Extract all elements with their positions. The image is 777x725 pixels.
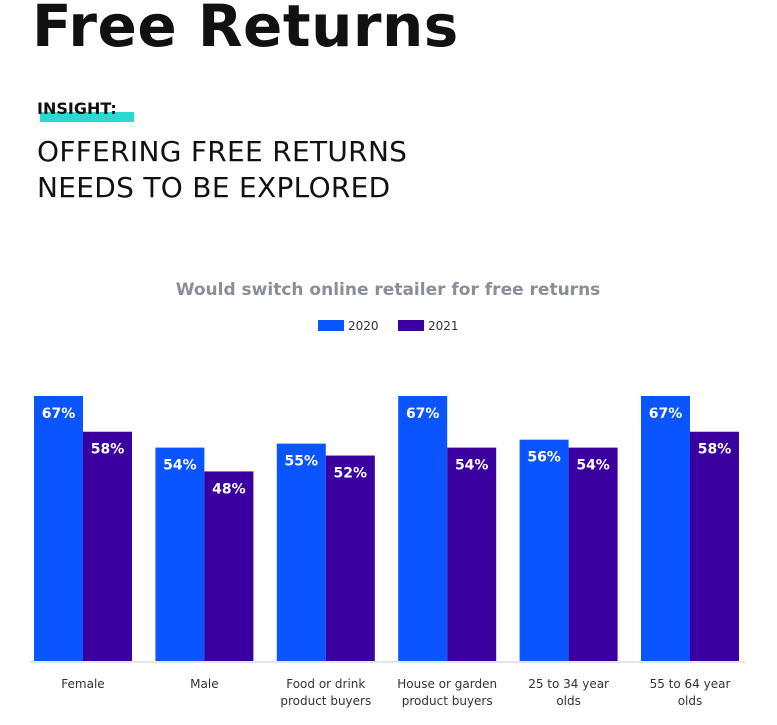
data-label-2020-0: 67% — [42, 406, 76, 422]
data-label-2021-2: 52% — [334, 466, 368, 482]
bar-2020-1 — [155, 447, 205, 662]
x-tick-label-3-0: House or garden — [397, 677, 497, 691]
bar-2021-2 — [325, 455, 375, 662]
bar-2021-4 — [568, 447, 618, 662]
legend-label-2021: 2021 — [428, 319, 459, 333]
chart-title: Would switch online retailer for free re… — [176, 280, 601, 300]
x-tick-label-1-0: Male — [190, 677, 218, 691]
data-label-2021-5: 58% — [698, 442, 732, 458]
insight-underline — [40, 112, 134, 122]
bar-2021-5 — [690, 431, 739, 662]
data-label-2020-3: 67% — [406, 406, 440, 422]
bar-2020-0 — [34, 396, 83, 662]
insight-headline: OFFERING FREE RETURNS NEEDS TO BE EXPLOR… — [37, 134, 407, 206]
x-tick-label-5-1: olds — [678, 694, 703, 708]
x-tick-label-4-1: olds — [556, 694, 581, 708]
data-label-2021-0: 58% — [91, 442, 125, 458]
chart-legend: 2020 2021 — [318, 319, 459, 333]
bar-2020-4 — [519, 439, 569, 662]
data-label-2021-3: 54% — [455, 458, 489, 474]
x-tick-label-2-0: Food or drink — [286, 677, 365, 691]
data-label-2020-2: 55% — [285, 454, 319, 470]
bar-2020-5 — [641, 396, 690, 662]
insight-label: INSIGHT: — [37, 99, 117, 118]
data-label-2020-1: 54% — [163, 458, 197, 474]
x-tick-label-2-1: product buyers — [280, 694, 371, 708]
legend-swatch-2020 — [318, 320, 344, 331]
x-tick-label-0-0: Female — [61, 677, 104, 691]
legend-swatch-2021 — [398, 320, 424, 331]
x-axis-labels: Female Male Food or drink product buyers Hou… — [61, 677, 730, 708]
data-label-2020-5: 67% — [649, 406, 683, 422]
page-title: Free Returns — [32, 0, 459, 60]
x-tick-label-3-1: product buyers — [402, 694, 493, 708]
bar-2020-3 — [398, 396, 448, 662]
legend-label-2020: 2020 — [348, 319, 379, 333]
data-label-2021-4: 54% — [576, 458, 610, 474]
bar-2021-1 — [204, 471, 254, 662]
bar-2021-0 — [83, 431, 132, 662]
x-tick-label-5-0: 55 to 64 year — [650, 677, 731, 691]
x-tick-label-4-0: 25 to 34 year — [528, 677, 609, 691]
headline-line-2: NEEDS TO BE EXPLORED — [37, 171, 391, 204]
data-label-2021-1: 48% — [212, 481, 246, 497]
headline-line-1: OFFERING FREE RETURNS — [37, 135, 408, 168]
data-label-2020-4: 56% — [527, 450, 561, 466]
bars-group: 67% 58% 54% 48% 55% 52% 67% 54% 56% 54% 67% 58% — [34, 396, 739, 662]
bar-2021-3 — [447, 447, 497, 662]
bar-2020-2 — [276, 443, 326, 662]
